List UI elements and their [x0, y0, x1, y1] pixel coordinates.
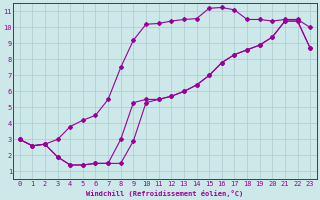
- X-axis label: Windchill (Refroidissement éolien,°C): Windchill (Refroidissement éolien,°C): [86, 190, 244, 197]
